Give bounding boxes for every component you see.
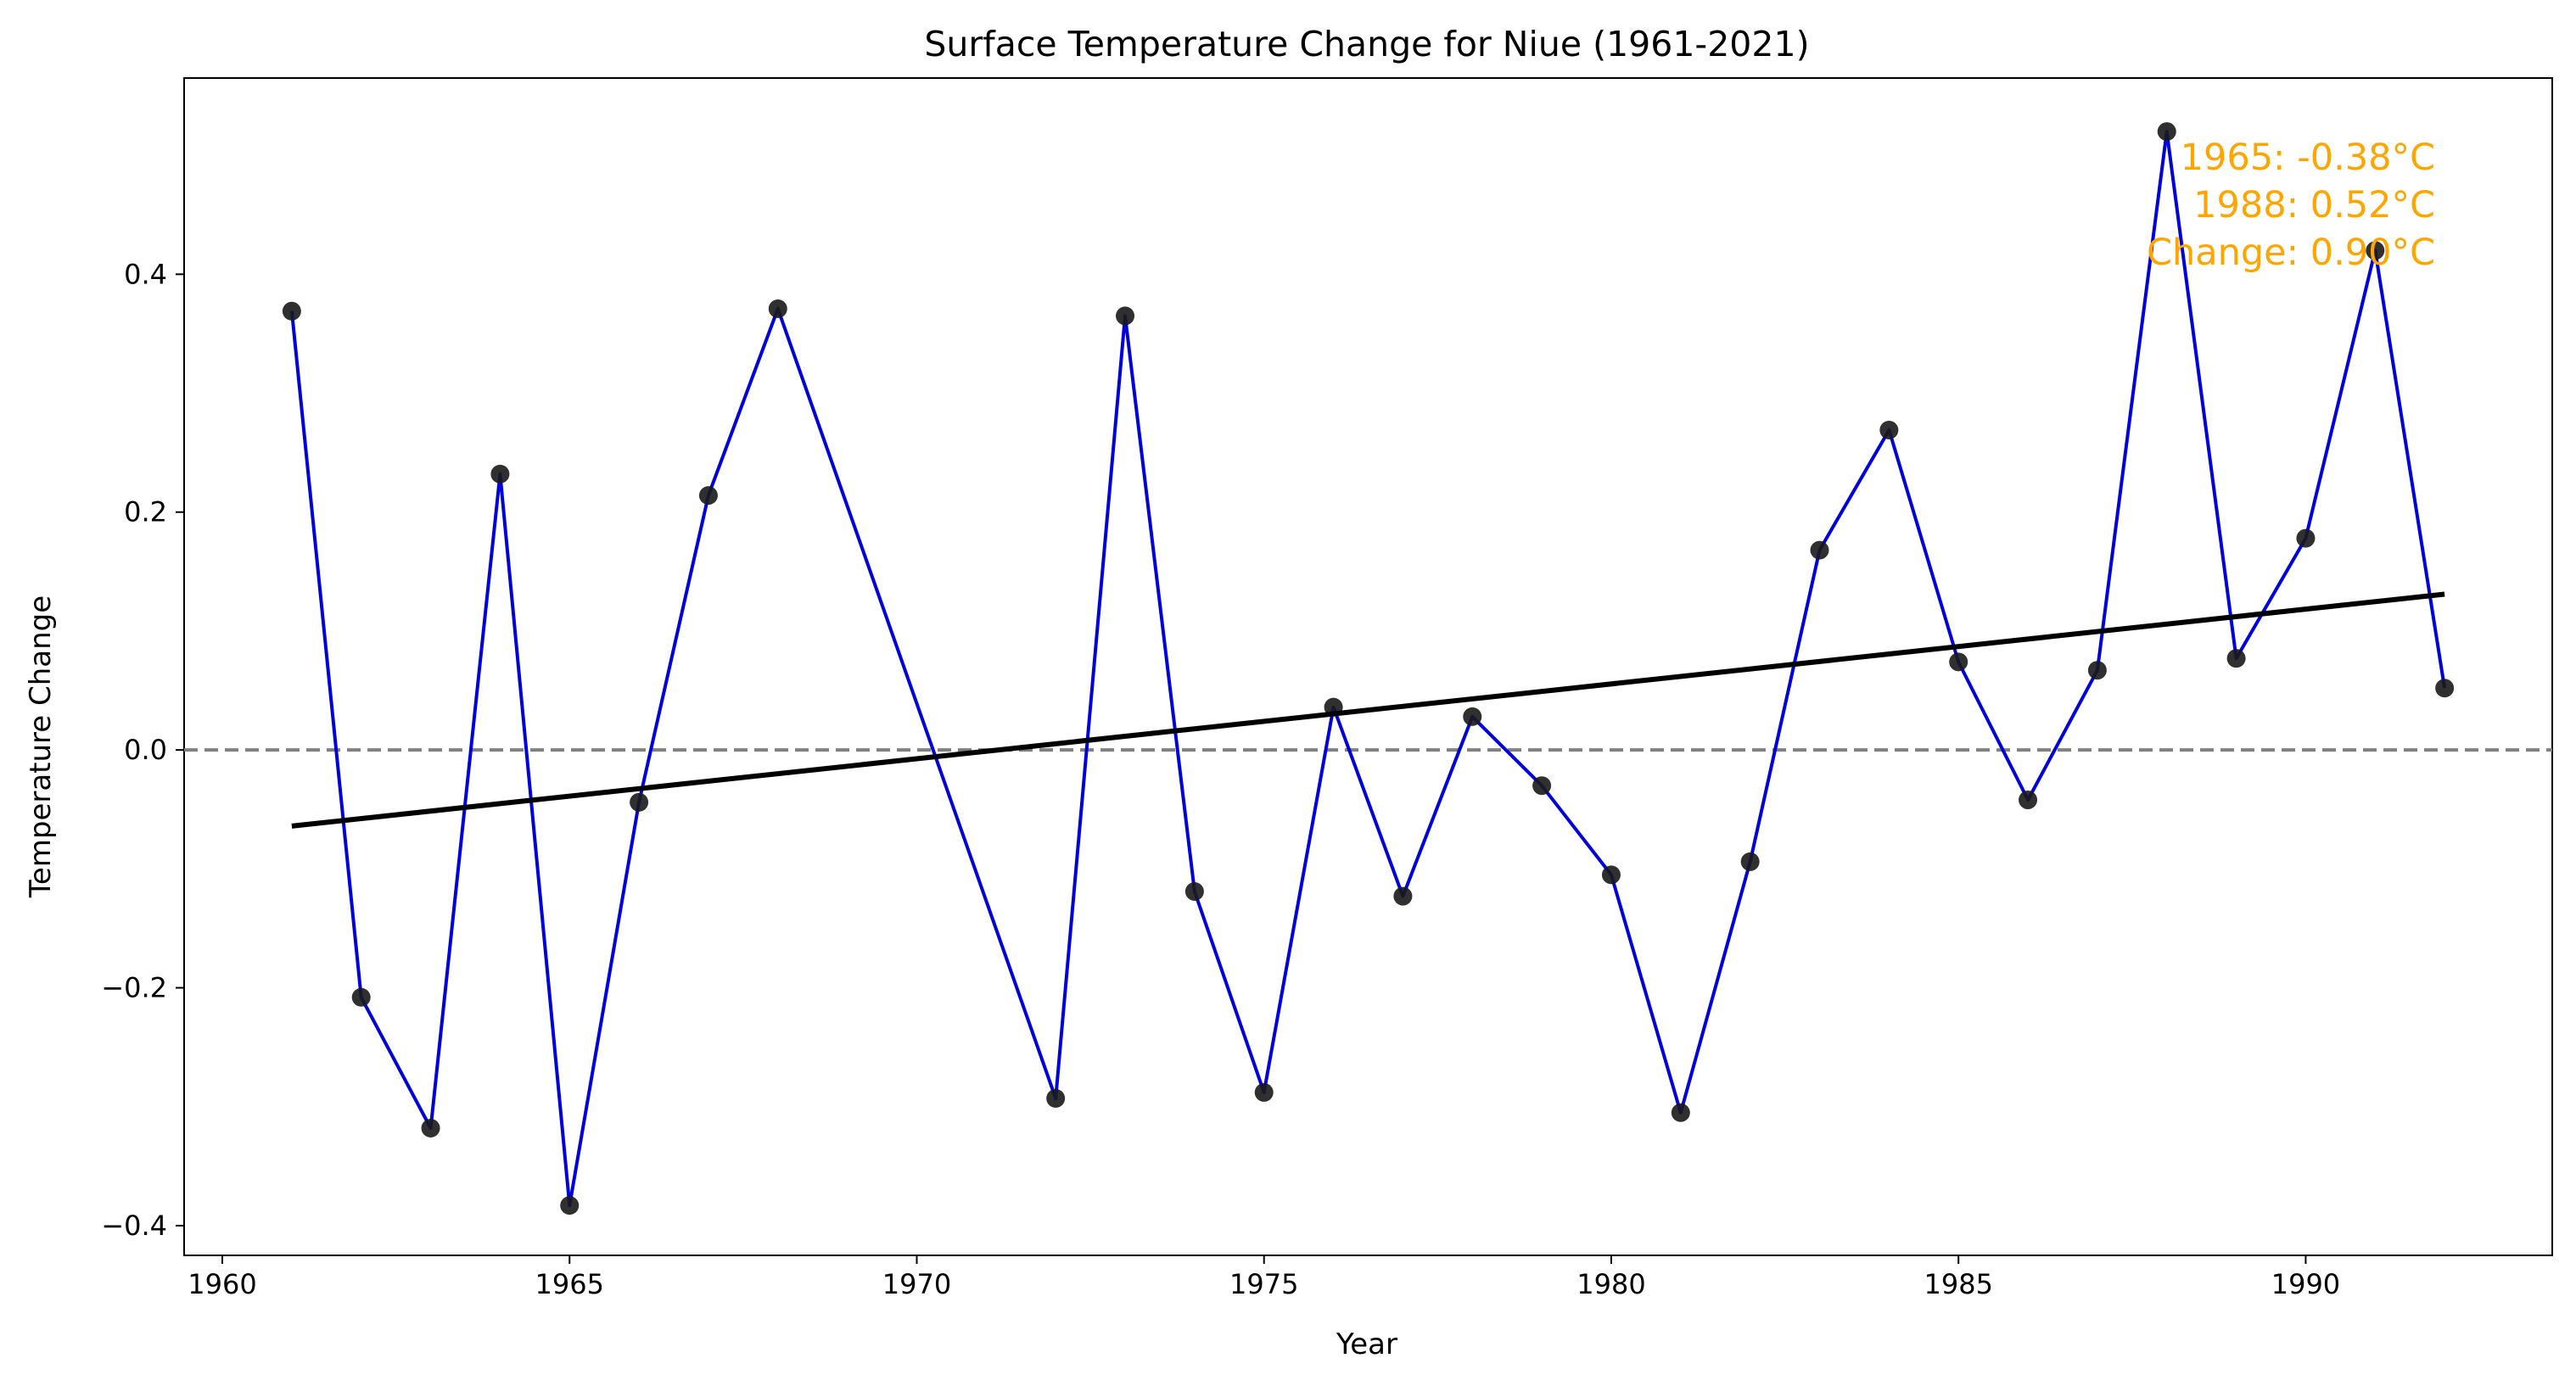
x-tick-label: 1960 xyxy=(188,1268,256,1300)
data-point xyxy=(421,1118,440,1137)
data-point xyxy=(2019,791,2038,810)
data-point xyxy=(1046,1088,1066,1108)
data-point xyxy=(282,301,301,321)
y-tick-label: 0.0 xyxy=(124,734,167,766)
x-tick-label: 1970 xyxy=(882,1268,951,1300)
data-point xyxy=(2087,661,2107,680)
x-tick-label: 1975 xyxy=(1229,1268,1298,1300)
x-tick-label: 1980 xyxy=(1576,1268,1645,1300)
data-point xyxy=(1463,707,1482,726)
data-point xyxy=(1116,306,1135,326)
data-point xyxy=(2226,649,2246,668)
plot-frame xyxy=(183,77,2553,1256)
annotation-line: 1965: -0.38°C xyxy=(2181,137,2435,179)
y-tick-label: 0.4 xyxy=(124,258,167,290)
x-axis-label: Year xyxy=(1336,1327,1397,1361)
annotation-line: 1988: 0.52°C xyxy=(2193,184,2435,226)
annotation-box: 1965: -0.38°C 1988: 0.52°C Change: 0.90°C xyxy=(2147,137,2435,274)
data-point xyxy=(351,987,371,1007)
x-tick-label: 1990 xyxy=(2271,1268,2340,1300)
annotation-line: Change: 0.90°C xyxy=(2147,232,2435,274)
data-point xyxy=(1740,852,1760,871)
data-point xyxy=(1601,865,1621,885)
data-point xyxy=(1671,1103,1690,1122)
plot-area: 1960 1965 1970 1975 1980 1985 1990 −0.4 −0.2 0.0 0… xyxy=(101,77,2553,1300)
y-tick-label: 0.2 xyxy=(124,496,167,528)
data-point xyxy=(490,464,510,483)
data-point xyxy=(630,792,649,812)
x-tick-label: 1965 xyxy=(535,1268,604,1300)
data-point xyxy=(560,1196,580,1216)
data-point xyxy=(1532,776,1552,796)
data-point xyxy=(2366,241,2385,260)
data-point xyxy=(1879,420,1899,439)
data-point xyxy=(2435,679,2455,698)
trend-line xyxy=(291,591,2445,829)
y-tick-label: −0.4 xyxy=(101,1210,167,1242)
series-line xyxy=(289,130,2447,1208)
data-point xyxy=(698,486,718,506)
data-point xyxy=(1393,886,1413,906)
y-tick-label: −0.2 xyxy=(101,972,167,1004)
data-point xyxy=(1254,1082,1274,1102)
data-point xyxy=(1949,652,1968,672)
data-point xyxy=(1810,540,1829,560)
x-tick-label: 1985 xyxy=(1924,1268,1992,1300)
data-point xyxy=(768,299,787,318)
chart-title: Surface Temperature Change for Niue (196… xyxy=(924,24,1809,64)
y-axis-label: Temperature Change xyxy=(24,595,58,898)
data-point xyxy=(2157,122,2176,142)
data-point xyxy=(1184,881,1204,901)
data-point xyxy=(2296,528,2316,548)
